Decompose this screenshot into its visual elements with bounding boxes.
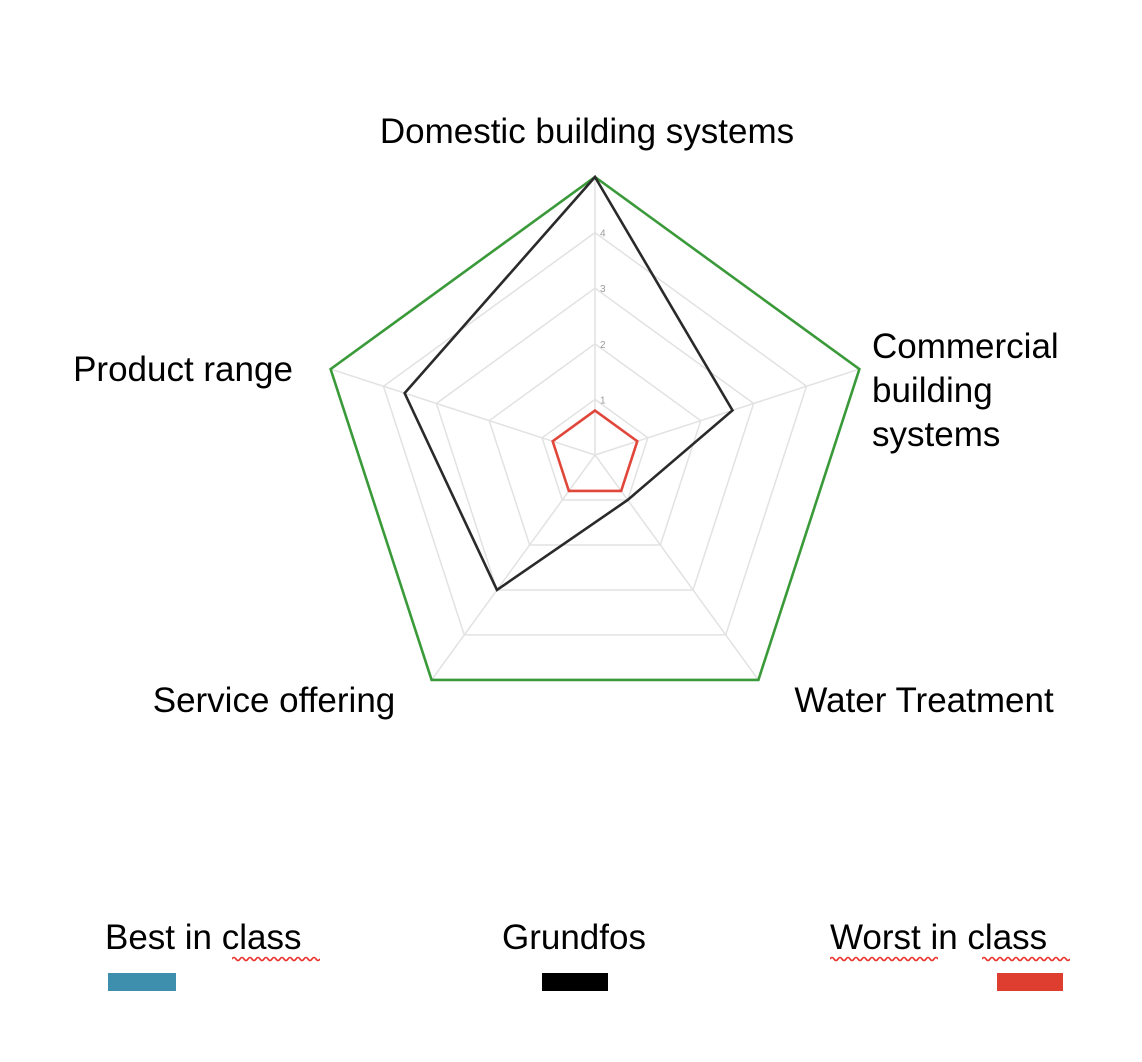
spellcheck-underline bbox=[830, 956, 938, 962]
legend-label-best-in-class: Best in class bbox=[105, 918, 302, 957]
legend-label-grundfos: Grundfos bbox=[502, 918, 646, 957]
legend-swatch-worst-in-class bbox=[997, 973, 1063, 991]
grid-ring-3 bbox=[435, 287, 755, 591]
spellcheck-underline bbox=[232, 956, 320, 962]
axis-label-3: Water Treatment bbox=[794, 681, 1054, 720]
radar-grid bbox=[329, 176, 861, 681]
radar-series bbox=[329, 174, 861, 682]
radar-axis-labels: Domestic building systems Commercial build… bbox=[73, 112, 1059, 720]
series-best-in-class bbox=[329, 175, 861, 682]
legend-label-worst-in-class: Worst in class bbox=[830, 918, 1048, 957]
legend-swatch-grundfos bbox=[542, 973, 608, 991]
grid-ring-1 bbox=[541, 398, 649, 501]
tick-label-1: 1 bbox=[600, 395, 606, 406]
spellcheck-underline bbox=[982, 956, 1070, 962]
grid-ring-2 bbox=[488, 342, 702, 546]
axis-label-2: Commercial building systems bbox=[872, 327, 1059, 454]
axis-label-4: Service offering bbox=[153, 681, 396, 720]
grid-ring-4 bbox=[382, 231, 808, 636]
legend-swatch-best-in-class bbox=[108, 973, 176, 991]
grid-spoke-5 bbox=[330, 368, 596, 456]
radar-tick-labels: 1 2 3 4 bbox=[600, 229, 606, 407]
axis-label-1: Domestic building systems bbox=[380, 112, 794, 151]
tick-label-4: 4 bbox=[600, 229, 606, 240]
series-worst-in-class bbox=[551, 408, 639, 493]
grid-spoke-2 bbox=[594, 368, 860, 456]
grid-spoke-4 bbox=[430, 454, 596, 681]
series-grundfos bbox=[403, 174, 735, 592]
tick-label-2: 2 bbox=[600, 340, 606, 351]
tick-label-3: 3 bbox=[600, 284, 606, 295]
axis-label-5: Product range bbox=[73, 350, 293, 389]
grid-spoke-3 bbox=[594, 454, 760, 681]
